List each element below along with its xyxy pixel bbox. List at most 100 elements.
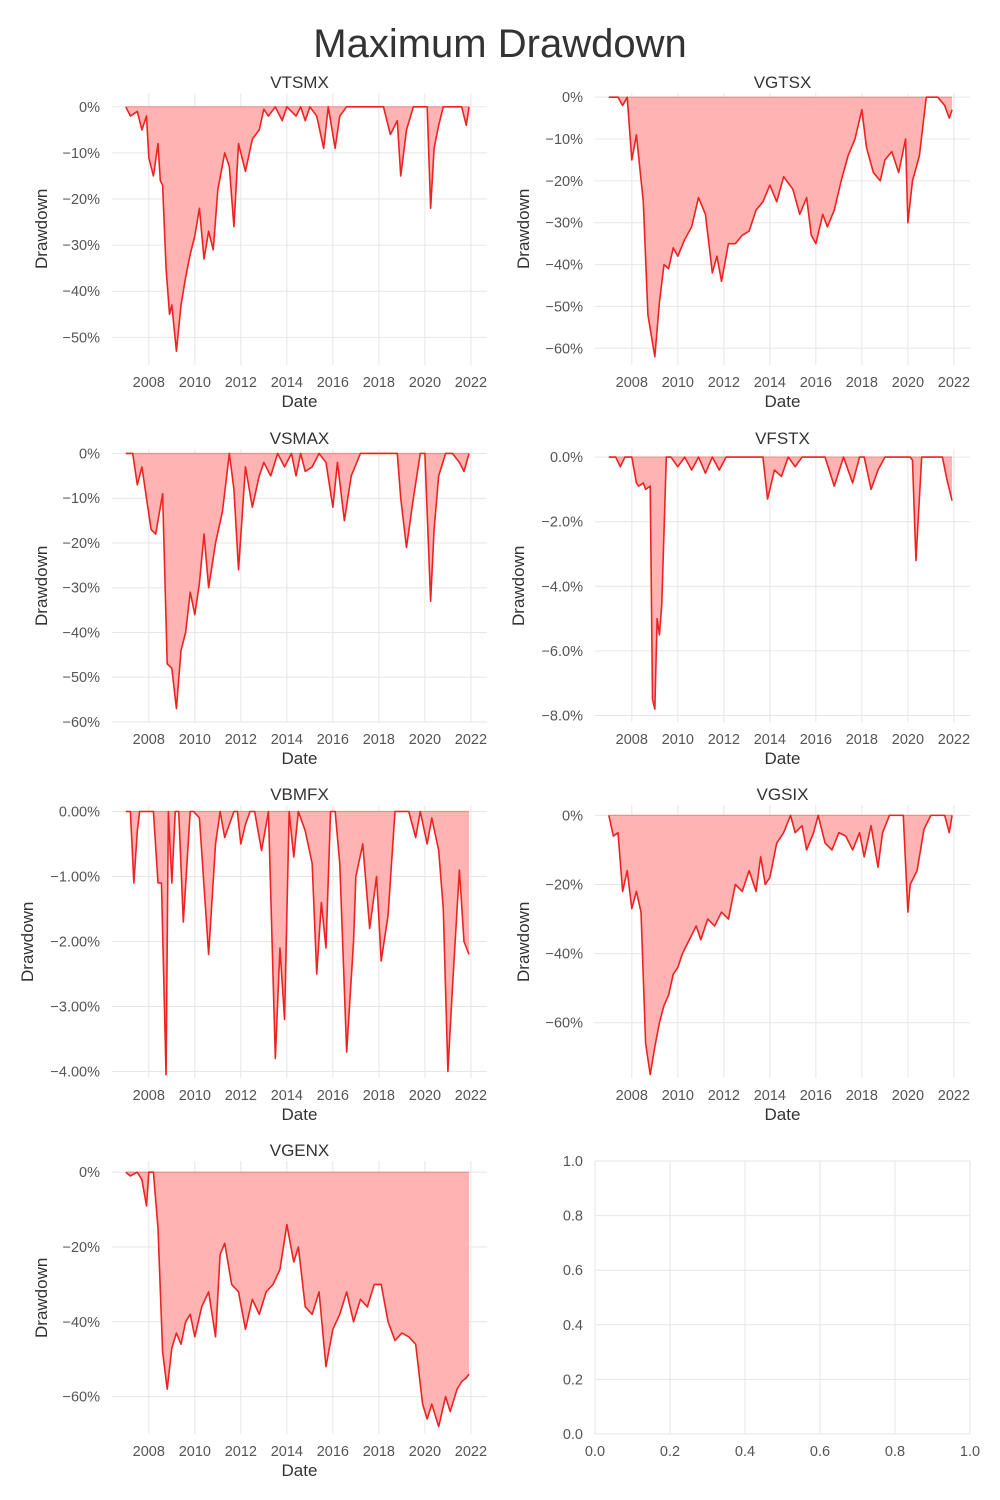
y-tick-label: 0%	[79, 446, 100, 462]
y-tick-label: 0.00%	[59, 805, 100, 821]
y-tick-label: 0%	[79, 100, 100, 116]
x-tick-label: 2022	[455, 1444, 487, 1460]
y-tick-label: −20%	[546, 174, 584, 190]
y-tick-label: −20%	[63, 536, 101, 552]
y-tick-label: −3.00%	[50, 1000, 100, 1016]
y-tick-label: −2.0%	[541, 515, 583, 531]
x-tick-label: 2012	[708, 1088, 740, 1104]
x-tick-label: 2014	[754, 375, 786, 391]
drawdown-line	[608, 456, 953, 710]
y-tick-label: −30%	[63, 238, 101, 254]
x-tick-label: 2014	[271, 1444, 303, 1460]
x-tick-label: 2012	[708, 375, 740, 391]
x-tick-label: 0.8	[885, 1444, 905, 1460]
drawdown-line	[125, 106, 470, 352]
x-tick-label: 0.4	[735, 1444, 755, 1460]
drawdown-area	[608, 815, 953, 1075]
x-tick-label: 2022	[455, 732, 487, 748]
subplot-title: VSMAX	[269, 429, 330, 448]
x-tick-label: 2008	[133, 375, 165, 391]
subplot-title: VGSIX	[756, 785, 809, 804]
y-tick-label: −40%	[63, 284, 101, 300]
y-axis-title: Drawdown	[514, 901, 533, 982]
x-tick-label: 2010	[179, 1088, 211, 1104]
x-tick-label: 2016	[317, 1444, 349, 1460]
x-tick-label: 2020	[892, 1088, 924, 1104]
y-tick-label: −10%	[63, 146, 101, 162]
x-tick-label: 2022	[455, 1088, 487, 1104]
x-axis-title: Date	[764, 749, 801, 768]
x-tick-label: 2012	[225, 1088, 257, 1104]
x-tick-label: 2022	[455, 375, 487, 391]
x-axis-title: Date	[281, 392, 318, 411]
x-tick-label: 2020	[409, 1088, 441, 1104]
x-tick-label: 2018	[363, 732, 395, 748]
drawdown-line	[608, 96, 953, 358]
y-tick-label: −50%	[63, 330, 101, 346]
x-tick-label: 2016	[800, 375, 832, 391]
x-tick-label: 2018	[846, 1088, 878, 1104]
y-tick-label: −30%	[63, 581, 101, 597]
subplot-title: VBMFX	[270, 785, 329, 804]
x-axis-title: Date	[281, 1105, 318, 1124]
y-tick-label: −40%	[63, 625, 101, 641]
x-tick-label: 2010	[662, 1088, 694, 1104]
y-tick-label: −6.0%	[541, 644, 583, 660]
y-axis-title: Drawdown	[514, 188, 533, 269]
figure-title: Maximum Drawdown	[313, 22, 687, 66]
x-tick-label: 2020	[409, 375, 441, 391]
y-tick-label: −40%	[546, 258, 584, 274]
x-tick-label: 2020	[892, 375, 924, 391]
x-axis-title: Date	[281, 749, 318, 768]
subplot-title: VGTSX	[753, 73, 812, 92]
x-tick-label: 2010	[179, 732, 211, 748]
x-tick-label: 2018	[363, 375, 395, 391]
x-tick-label: 2014	[754, 732, 786, 748]
x-tick-label: 2016	[317, 732, 349, 748]
y-tick-label: 0%	[562, 90, 583, 106]
y-tick-label: −60%	[546, 1016, 584, 1032]
x-tick-label: 2018	[846, 375, 878, 391]
y-axis-title: Drawdown	[32, 188, 51, 269]
x-tick-label: 2018	[846, 732, 878, 748]
y-tick-label: −10%	[63, 491, 101, 507]
y-tick-label: 0%	[562, 808, 583, 824]
y-axis-title: Drawdown	[509, 545, 528, 626]
y-tick-label: −8.0%	[541, 709, 583, 725]
x-tick-label: 2010	[662, 375, 694, 391]
x-axis-title: Date	[281, 1461, 318, 1480]
x-axis-title: Date	[764, 392, 801, 411]
drawdown-area	[125, 453, 470, 709]
subplot-title: VTSMX	[270, 73, 329, 92]
y-tick-label: 1.0	[563, 1154, 583, 1170]
y-tick-label: 0.8	[563, 1209, 583, 1225]
y-tick-label: −60%	[63, 715, 101, 731]
y-tick-label: −40%	[63, 1315, 101, 1331]
x-tick-label: 2008	[133, 1088, 165, 1104]
subplot-title: VFSTX	[755, 429, 810, 448]
y-tick-label: 0.2	[563, 1372, 583, 1388]
y-axis-title: Drawdown	[18, 901, 37, 982]
x-tick-label: 2010	[662, 732, 694, 748]
drawdown-area	[125, 811, 470, 1075]
x-tick-label: 2016	[800, 732, 832, 748]
y-axis-title: Drawdown	[32, 1257, 51, 1338]
y-tick-label: 0%	[79, 1165, 100, 1181]
drawdown-line	[125, 810, 470, 1076]
drawdown-line	[608, 814, 953, 1076]
x-tick-label: 0.6	[810, 1444, 830, 1460]
y-tick-label: −4.00%	[50, 1065, 100, 1081]
x-tick-label: 2018	[363, 1088, 395, 1104]
y-tick-label: −50%	[63, 670, 101, 686]
y-tick-label: 0.4	[563, 1318, 583, 1334]
y-tick-label: −60%	[63, 1390, 101, 1406]
y-tick-label: −20%	[63, 192, 101, 208]
x-tick-label: 2008	[133, 1444, 165, 1460]
x-tick-label: 2010	[179, 1444, 211, 1460]
y-tick-label: −4.0%	[541, 579, 583, 595]
